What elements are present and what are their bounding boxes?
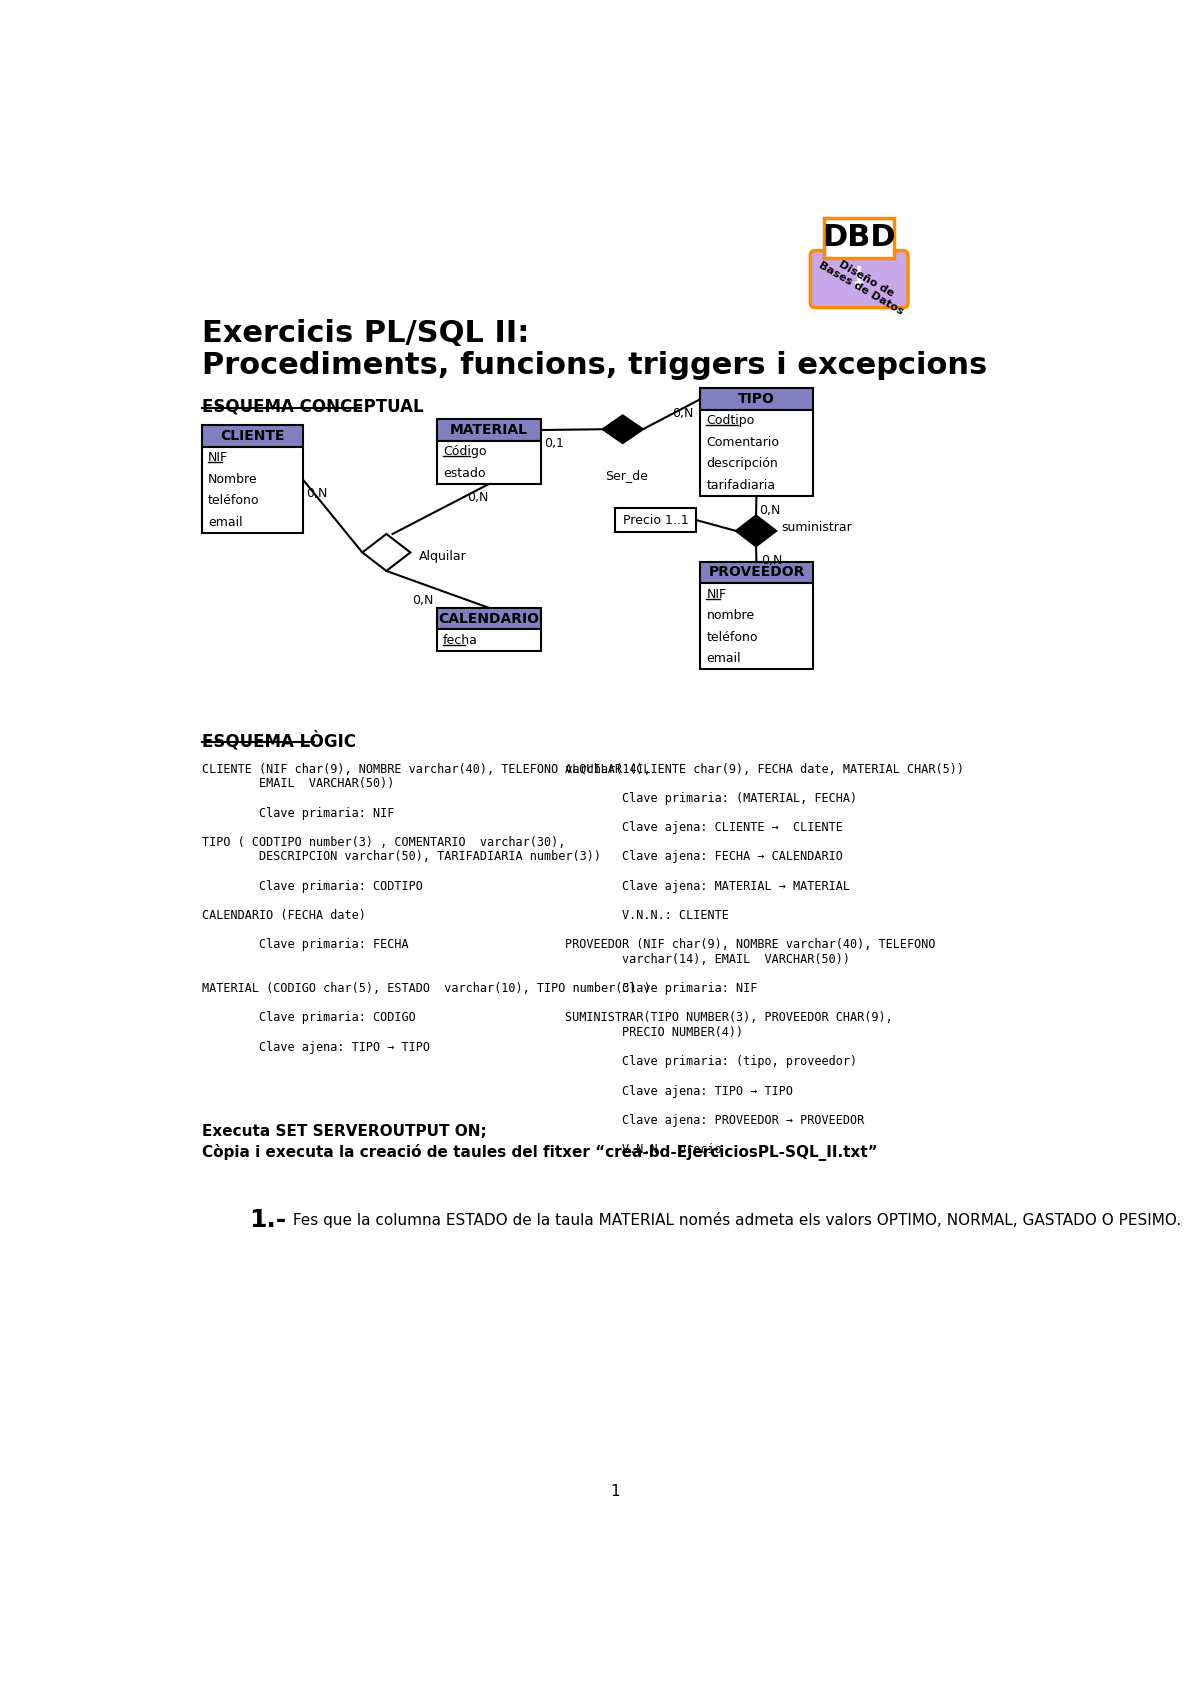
Text: 0,1: 0,1 xyxy=(545,438,564,450)
Text: Nombre: Nombre xyxy=(208,473,258,485)
Text: Clave ajena: CLIENTE →  CLIENTE: Clave ajena: CLIENTE → CLIENTE xyxy=(565,821,842,835)
Text: teléfono: teléfono xyxy=(707,631,758,643)
FancyBboxPatch shape xyxy=(202,426,302,446)
Text: PROVEEDOR (NIF char(9), NOMBRE varchar(40), TELEFONO: PROVEEDOR (NIF char(9), NOMBRE varchar(4… xyxy=(565,938,935,952)
Text: ESQUEMA LÒGIC: ESQUEMA LÒGIC xyxy=(202,731,356,750)
Text: PROVEEDOR: PROVEEDOR xyxy=(708,565,805,579)
FancyBboxPatch shape xyxy=(437,441,541,484)
Text: Clave primaria: FECHA: Clave primaria: FECHA xyxy=(202,938,408,952)
FancyBboxPatch shape xyxy=(437,630,541,652)
Text: 0,N: 0,N xyxy=(672,407,694,419)
FancyBboxPatch shape xyxy=(810,251,908,307)
Text: Clave primaria: (MATERIAL, FECHA): Clave primaria: (MATERIAL, FECHA) xyxy=(565,792,857,804)
Text: CLIENTE (NIF char(9), NOMBRE varchar(40), TELEFONO varchar(14),: CLIENTE (NIF char(9), NOMBRE varchar(40)… xyxy=(202,762,650,776)
Text: DBD: DBD xyxy=(822,222,896,253)
Text: Ser_de: Ser_de xyxy=(605,470,648,482)
Text: Clave ajena: TIPO → TIPO: Clave ajena: TIPO → TIPO xyxy=(202,1040,430,1054)
Text: NIF: NIF xyxy=(208,451,228,465)
Text: MATERIAL (CODIGO char(5), ESTADO  varchar(10), TIPO number(3) ): MATERIAL (CODIGO char(5), ESTADO varchar… xyxy=(202,983,650,994)
Text: Comentario: Comentario xyxy=(707,436,780,448)
FancyBboxPatch shape xyxy=(701,389,812,411)
Text: V.N.N.: precio: V.N.N.: precio xyxy=(565,1144,721,1156)
Text: teléfono: teléfono xyxy=(208,494,259,507)
Text: Clave primaria: NIF: Clave primaria: NIF xyxy=(202,806,395,820)
Text: 0,N: 0,N xyxy=(412,594,433,608)
Text: Clave primaria: (tipo, proveedor): Clave primaria: (tipo, proveedor) xyxy=(565,1056,857,1067)
Polygon shape xyxy=(362,535,410,570)
FancyBboxPatch shape xyxy=(824,217,894,258)
Text: Exercicis PL/SQL II:: Exercicis PL/SQL II: xyxy=(202,319,529,348)
Text: 0,N: 0,N xyxy=(760,504,781,516)
Text: NIF: NIF xyxy=(707,587,726,601)
Text: email: email xyxy=(707,652,742,665)
Text: 1: 1 xyxy=(610,1483,620,1498)
FancyBboxPatch shape xyxy=(202,446,302,533)
Polygon shape xyxy=(736,516,776,546)
Text: Clave ajena: PROVEEDOR → PROVEEDOR: Clave ajena: PROVEEDOR → PROVEEDOR xyxy=(565,1113,864,1127)
FancyBboxPatch shape xyxy=(437,419,541,441)
FancyBboxPatch shape xyxy=(701,562,812,584)
Text: 0,N: 0,N xyxy=(761,553,782,567)
Text: suministrar: suministrar xyxy=(781,521,852,533)
Text: Procediments, funcions, triggers i excepcions: Procediments, funcions, triggers i excep… xyxy=(202,351,988,380)
Text: Clave ajena: MATERIAL → MATERIAL: Clave ajena: MATERIAL → MATERIAL xyxy=(565,879,850,893)
Text: DESCRIPCION varchar(50), TARIFADIARIA number(3)): DESCRIPCION varchar(50), TARIFADIARIA nu… xyxy=(202,850,601,864)
Text: CLIENTE: CLIENTE xyxy=(220,429,284,443)
Text: Clave ajena: TIPO → TIPO: Clave ajena: TIPO → TIPO xyxy=(565,1084,793,1098)
Text: tarifadiaria: tarifadiaria xyxy=(707,479,775,492)
Polygon shape xyxy=(602,416,643,443)
Text: 0,N: 0,N xyxy=(467,490,488,504)
Text: email: email xyxy=(208,516,242,529)
Text: Precio 1..1: Precio 1..1 xyxy=(623,514,689,526)
Text: 1.-: 1.- xyxy=(250,1208,287,1232)
Text: fecha: fecha xyxy=(443,633,478,647)
Text: ALQUILAR (CLIENTE char(9), FECHA date, MATERIAL CHAR(5)): ALQUILAR (CLIENTE char(9), FECHA date, M… xyxy=(565,762,964,776)
Text: descripción: descripción xyxy=(707,458,779,470)
Text: Código: Código xyxy=(443,445,486,458)
Text: TIPO ( CODTIPO number(3) , COMENTARIO  varchar(30),: TIPO ( CODTIPO number(3) , COMENTARIO va… xyxy=(202,837,565,848)
FancyBboxPatch shape xyxy=(437,608,541,630)
Text: PRECIO NUMBER(4)): PRECIO NUMBER(4)) xyxy=(565,1027,743,1039)
Text: Còpia i executa la creació de taules del fitxer “crea-bd-EjerciciosPL-SQL_II.txt: Còpia i executa la creació de taules del… xyxy=(202,1144,877,1161)
Text: 0,N: 0,N xyxy=(306,487,328,499)
Text: Clave primaria: CODTIPO: Clave primaria: CODTIPO xyxy=(202,879,422,893)
Text: Clave primaria: NIF: Clave primaria: NIF xyxy=(565,983,757,994)
Text: Clave primaria: CODIGO: Clave primaria: CODIGO xyxy=(202,1011,415,1025)
Text: Alquilar: Alquilar xyxy=(419,550,467,563)
Text: nombre: nombre xyxy=(707,609,755,623)
FancyBboxPatch shape xyxy=(701,584,812,670)
Text: ESQUEMA CONCEPTUAL: ESQUEMA CONCEPTUAL xyxy=(202,397,424,416)
Text: TIPO: TIPO xyxy=(738,392,775,406)
Text: MATERIAL: MATERIAL xyxy=(450,423,528,438)
Text: CALENDARIO: CALENDARIO xyxy=(438,611,540,626)
FancyBboxPatch shape xyxy=(701,411,812,496)
Text: Clave ajena: FECHA → CALENDARIO: Clave ajena: FECHA → CALENDARIO xyxy=(565,850,842,864)
Text: varchar(14), EMAIL  VARCHAR(50)): varchar(14), EMAIL VARCHAR(50)) xyxy=(565,952,850,966)
FancyBboxPatch shape xyxy=(616,507,696,533)
Text: CALENDARIO (FECHA date): CALENDARIO (FECHA date) xyxy=(202,910,366,921)
Text: Fes que la columna ESTADO de la taula MATERIAL només admeta els valors OPTIMO, N: Fes que la columna ESTADO de la taula MA… xyxy=(288,1212,1181,1227)
Text: Codtipo: Codtipo xyxy=(707,414,755,428)
Text: Diseño de
Bases de Datos: Diseño de Bases de Datos xyxy=(817,251,911,317)
Text: Executa SET SERVEROUTPUT ON;: Executa SET SERVEROUTPUT ON; xyxy=(202,1123,487,1139)
Text: EMAIL  VARCHAR(50)): EMAIL VARCHAR(50)) xyxy=(202,777,395,791)
Text: estado: estado xyxy=(443,467,486,480)
Text: SUMINISTRAR(TIPO NUMBER(3), PROVEEDOR CHAR(9),: SUMINISTRAR(TIPO NUMBER(3), PROVEEDOR CH… xyxy=(565,1011,893,1025)
Text: V.N.N.: CLIENTE: V.N.N.: CLIENTE xyxy=(565,910,728,921)
